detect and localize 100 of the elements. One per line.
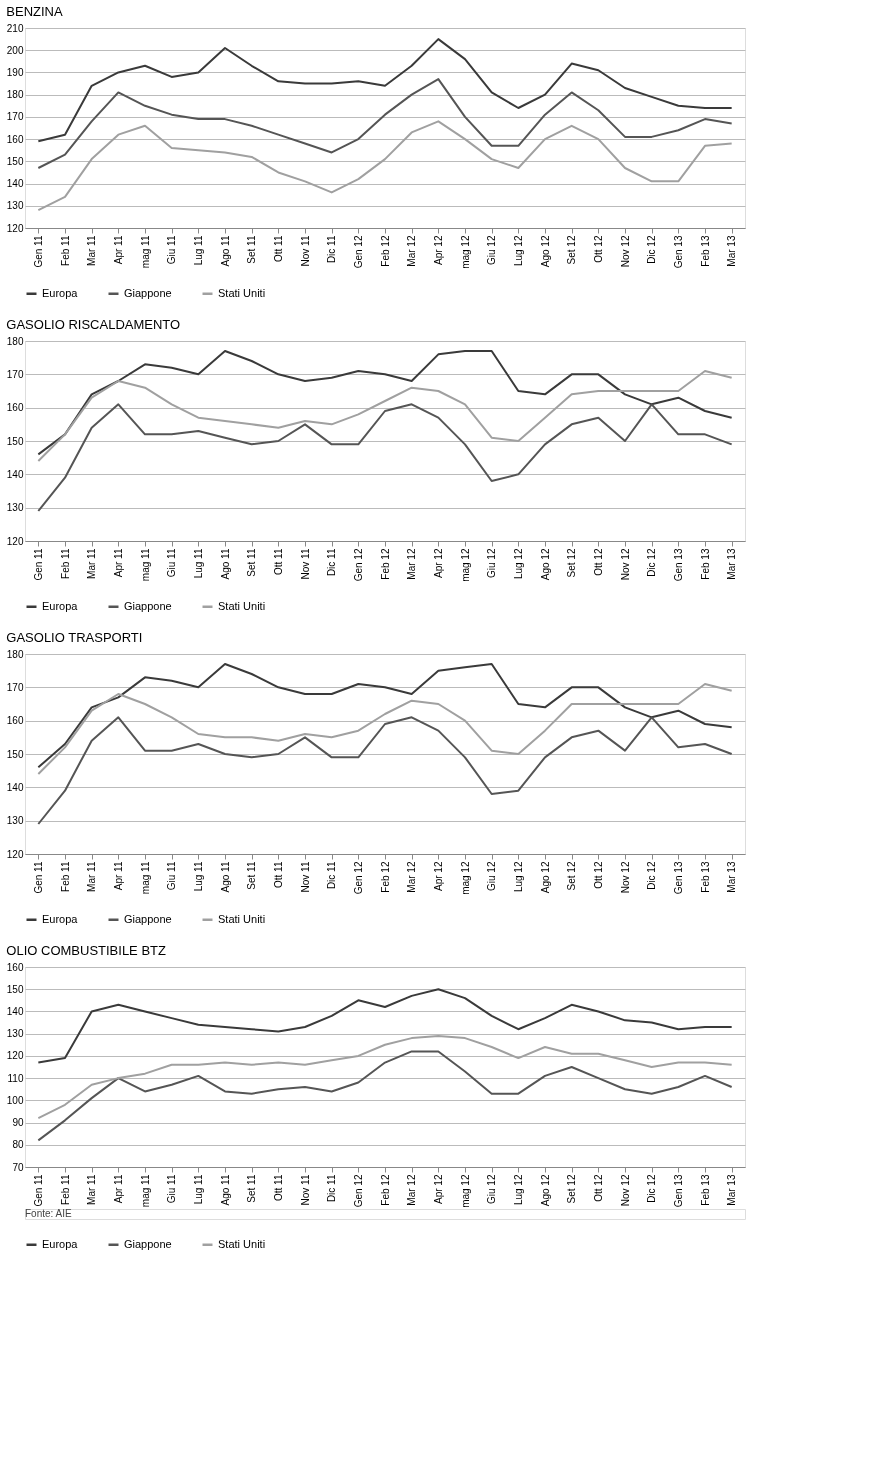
x-tick-label: Lug 12: [512, 548, 524, 580]
x-tick-label: Mar 11: [86, 1174, 98, 1205]
x-tick-label: mag 11: [139, 548, 151, 582]
x-tick-label: Nov 12: [619, 548, 631, 581]
line-series: [37, 716, 733, 825]
x-tick-label: Apr 11: [112, 1174, 124, 1204]
x-tick-label: Dic 12: [646, 861, 658, 890]
line-series: [37, 370, 733, 462]
y-tick-label: 140: [6, 178, 24, 190]
x-tick-label: Mar 13: [726, 235, 738, 267]
x-tick-label: Ago 12: [539, 235, 551, 268]
y-tick-label: 170: [6, 368, 24, 380]
x-tick-label: Feb 12: [379, 235, 391, 267]
line-series: [37, 120, 733, 212]
x-tick-label: mag 11: [139, 861, 151, 895]
y-tick-label: 140: [6, 468, 24, 480]
x-tick-label: Gen 12: [352, 235, 364, 269]
x-tick-label: Nov 11: [299, 235, 311, 267]
x-tick-label: Mar 13: [726, 1174, 738, 1206]
x-tick-label: Apr 12: [432, 1174, 444, 1204]
x-tick-label: Nov 12: [619, 1174, 631, 1207]
chart-title: GASOLIO TRASPORTI: [6, 630, 143, 645]
x-tick-label: Feb 11: [59, 861, 71, 892]
y-tick-label: 80: [12, 1139, 24, 1151]
x-tick-label: Feb 11: [59, 1174, 71, 1205]
x-tick-label: Lug 12: [512, 1174, 524, 1206]
x-tick-label: Set 12: [566, 861, 578, 891]
x-tick-label: Nov 12: [619, 235, 631, 268]
y-tick-label: 130: [6, 502, 24, 514]
x-tick-label: Set 11: [246, 861, 258, 890]
legend-label: Stati Uniti: [218, 1237, 266, 1250]
chart-title: OLIO COMBUSTIBILE BTZ: [6, 943, 167, 958]
x-tick-label: Mar 11: [86, 235, 98, 266]
x-tick-label: Giu 11: [166, 235, 178, 265]
x-tick-label: Lug 12: [512, 235, 524, 267]
y-tick-label: 120: [6, 848, 24, 860]
legend-label: Giappone: [124, 912, 172, 925]
x-tick-label: Mar 11: [86, 548, 98, 579]
x-tick-label: Set 11: [246, 1174, 258, 1203]
x-tick-label: Feb 13: [699, 861, 711, 893]
x-tick-label: Gen 11: [32, 548, 44, 581]
y-tick-label: 150: [6, 983, 24, 995]
line-series: [37, 663, 733, 769]
x-tick-label: Ott 12: [592, 861, 604, 889]
y-tick-label: 120: [6, 535, 24, 547]
x-tick-label: mag 12: [459, 1174, 471, 1208]
x-tick-label: Gen 13: [672, 1174, 684, 1208]
x-tick-label: Set 12: [566, 548, 578, 578]
legend-label: Stati Uniti: [218, 912, 266, 925]
x-tick-label: Feb 13: [699, 548, 711, 580]
x-tick-label: mag 12: [459, 548, 471, 582]
x-tick-label: mag 12: [459, 235, 471, 269]
x-tick-label: Gen 12: [352, 1174, 364, 1208]
y-tick-label: 70: [12, 1161, 24, 1173]
x-tick-label: Gen 13: [672, 861, 684, 895]
x-tick-label: Feb 13: [699, 235, 711, 267]
y-tick-label: 210: [6, 22, 24, 34]
line-series: [37, 350, 733, 456]
x-tick-label: Apr 11: [112, 235, 124, 265]
x-tick-label: Ott 12: [592, 235, 604, 263]
y-tick-label: 180: [6, 89, 24, 101]
x-tick-label: Giu 11: [166, 861, 178, 891]
x-tick-label: Feb 12: [379, 548, 391, 580]
line-series: [37, 78, 733, 169]
y-tick-label: 160: [6, 715, 24, 727]
legend-label: Giappone: [124, 1237, 172, 1250]
x-tick-label: Giu 12: [486, 861, 498, 891]
x-tick-label: Gen 12: [352, 861, 364, 895]
y-tick-label: 150: [6, 435, 24, 447]
x-tick-label: Gen 11: [32, 861, 44, 894]
y-tick-label: 120: [6, 222, 24, 234]
y-tick-label: 100: [6, 1094, 24, 1106]
y-tick-label: 160: [6, 961, 24, 973]
x-tick-label: Ott 11: [272, 548, 284, 575]
x-tick-label: Feb 12: [379, 861, 391, 893]
y-tick-label: 130: [6, 200, 24, 212]
line-series: [37, 1050, 733, 1142]
x-tick-label: Giu 12: [486, 1174, 498, 1204]
y-tick-label: 110: [7, 1072, 24, 1084]
x-tick-label: Set 11: [246, 235, 258, 264]
x-tick-label: Apr 12: [432, 861, 444, 891]
x-tick-label: Nov 11: [299, 861, 311, 893]
x-tick-label: Nov 11: [299, 1174, 311, 1206]
y-tick-label: 200: [6, 44, 24, 56]
x-tick-label: Apr 12: [432, 235, 444, 265]
x-tick-label: Giu 11: [166, 1174, 178, 1204]
y-tick-label: 90: [12, 1117, 24, 1129]
chart-title: BENZINA: [6, 4, 63, 19]
x-tick-label: Set 12: [566, 235, 578, 265]
x-tick-label: Mar 11: [86, 861, 98, 892]
x-tick-label: Ago 11: [219, 548, 231, 580]
x-tick-label: Giu 11: [166, 548, 178, 578]
line-series: [37, 403, 733, 512]
x-tick-label: Dic 11: [326, 1174, 338, 1203]
y-tick-label: 130: [6, 815, 24, 827]
y-tick-label: 190: [6, 66, 24, 78]
x-tick-label: Ott 12: [592, 1174, 604, 1202]
y-tick-label: 140: [6, 781, 24, 793]
x-tick-label: mag 11: [139, 235, 151, 269]
x-tick-label: Feb 11: [59, 235, 71, 266]
